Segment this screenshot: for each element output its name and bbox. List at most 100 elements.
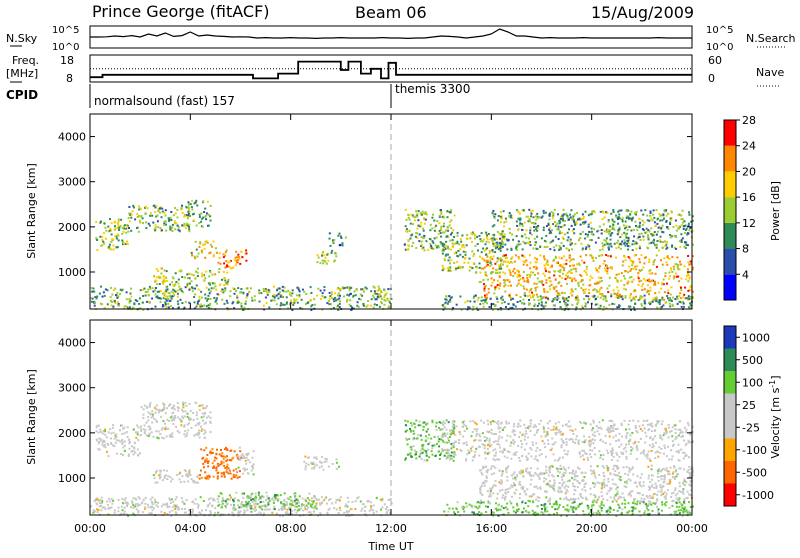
scatter-cell bbox=[503, 238, 505, 240]
scatter-cell bbox=[212, 448, 214, 450]
scatter-cell bbox=[593, 422, 595, 424]
scatter-cell bbox=[640, 210, 642, 212]
scatter-cell bbox=[504, 301, 506, 303]
scatter-cell bbox=[441, 422, 443, 424]
scatter-cell bbox=[471, 435, 473, 437]
scatter-cell bbox=[543, 229, 545, 231]
scatter-cell bbox=[420, 224, 422, 226]
scatter-cell bbox=[669, 272, 671, 274]
scatter-cell bbox=[570, 269, 572, 271]
scatter-cell bbox=[492, 243, 494, 245]
scatter-cell bbox=[436, 422, 438, 424]
scatter-cell bbox=[326, 263, 328, 265]
scatter-cell bbox=[530, 227, 532, 229]
scatter-cell bbox=[668, 427, 670, 429]
scatter-cell bbox=[172, 423, 174, 425]
scatter-cell bbox=[313, 457, 315, 459]
scatter-cell bbox=[555, 286, 557, 288]
scatter-cell bbox=[509, 232, 511, 234]
scatter-cell bbox=[452, 430, 454, 432]
scatter-cell bbox=[446, 210, 448, 212]
scatter-cell bbox=[235, 264, 237, 266]
scatter-cell bbox=[540, 420, 542, 422]
scatter-cell bbox=[221, 279, 223, 281]
scatter-cell bbox=[629, 297, 631, 299]
scatter-cell bbox=[132, 210, 134, 212]
scatter-cell bbox=[589, 239, 591, 241]
scatter-cell bbox=[142, 295, 144, 297]
scatter-cell bbox=[586, 274, 588, 276]
scatter-cell bbox=[214, 507, 216, 509]
scatter-cell bbox=[444, 449, 446, 451]
scatter-cell bbox=[94, 500, 96, 502]
scatter-cell bbox=[257, 503, 259, 505]
scatter-cell bbox=[617, 223, 619, 225]
scatter-cell bbox=[347, 506, 349, 508]
scatter-cell bbox=[584, 291, 586, 293]
scatter-cell bbox=[337, 299, 339, 301]
scatter-cell bbox=[573, 228, 575, 230]
scatter-cell bbox=[292, 500, 294, 502]
scatter-cell bbox=[381, 506, 383, 508]
scatter-cell bbox=[103, 243, 105, 245]
scatter-cell bbox=[95, 237, 97, 239]
scatter-cell bbox=[424, 223, 426, 225]
scatter-cell bbox=[686, 228, 688, 230]
scatter-cell bbox=[171, 436, 173, 438]
scatter-cell bbox=[528, 242, 530, 244]
scatter-cell bbox=[654, 292, 656, 294]
scatter-cell bbox=[208, 275, 210, 277]
scatter-cell bbox=[492, 267, 494, 269]
scatter-cell bbox=[165, 230, 167, 232]
scatter-cell bbox=[664, 245, 666, 247]
scatter-cell bbox=[654, 282, 656, 284]
scatter-cell bbox=[654, 231, 656, 233]
scatter-cell bbox=[200, 470, 202, 472]
scatter-cell bbox=[583, 450, 585, 452]
scatter-cell bbox=[157, 291, 159, 293]
scatter-cell bbox=[619, 217, 621, 219]
scatter-cell bbox=[510, 274, 512, 276]
scatter-cell bbox=[463, 251, 465, 253]
scatter-cell bbox=[575, 268, 577, 270]
scatter-cell bbox=[449, 257, 451, 259]
scatter-cell bbox=[552, 213, 554, 215]
scatter-cell bbox=[515, 247, 517, 249]
scatter-cell bbox=[134, 505, 136, 507]
scatter-cell bbox=[590, 254, 592, 256]
cpid-label: CPID bbox=[6, 88, 38, 102]
scatter-cell bbox=[164, 475, 166, 477]
scatter-cell bbox=[626, 432, 628, 434]
scatter-cell bbox=[180, 424, 182, 426]
scatter-cell bbox=[583, 216, 585, 218]
scatter-cell bbox=[654, 221, 656, 223]
scatter-cell bbox=[239, 292, 241, 294]
scatter-cell bbox=[205, 447, 207, 449]
scatter-cell bbox=[171, 298, 173, 300]
scatter-cell bbox=[496, 298, 498, 300]
scatter-cell bbox=[116, 238, 118, 240]
scatter-cell bbox=[629, 439, 631, 441]
scatter-cell bbox=[160, 511, 162, 513]
scatter-cell bbox=[447, 437, 449, 439]
scatter-cell bbox=[686, 429, 688, 431]
scatter-cell bbox=[387, 288, 389, 290]
scatter-cell bbox=[385, 294, 387, 296]
scatter-cell bbox=[592, 442, 594, 444]
scatter-cell bbox=[186, 284, 188, 286]
scatter-cell bbox=[480, 281, 482, 283]
scatter-cell bbox=[585, 288, 587, 290]
scatter-cell bbox=[155, 430, 157, 432]
scatter-cell bbox=[571, 295, 573, 297]
scatter-cell bbox=[273, 294, 275, 296]
scatter-cell bbox=[475, 435, 477, 437]
scatter-cell bbox=[588, 214, 590, 216]
scatter-cell bbox=[196, 249, 198, 251]
scatter-cell bbox=[633, 268, 635, 270]
scatter-cell bbox=[466, 453, 468, 455]
scatter-cell bbox=[294, 495, 296, 497]
scatter-cell bbox=[641, 269, 643, 271]
scatter-cell bbox=[591, 233, 593, 235]
scatter-cell bbox=[519, 419, 521, 421]
scatter-cell bbox=[565, 213, 567, 215]
